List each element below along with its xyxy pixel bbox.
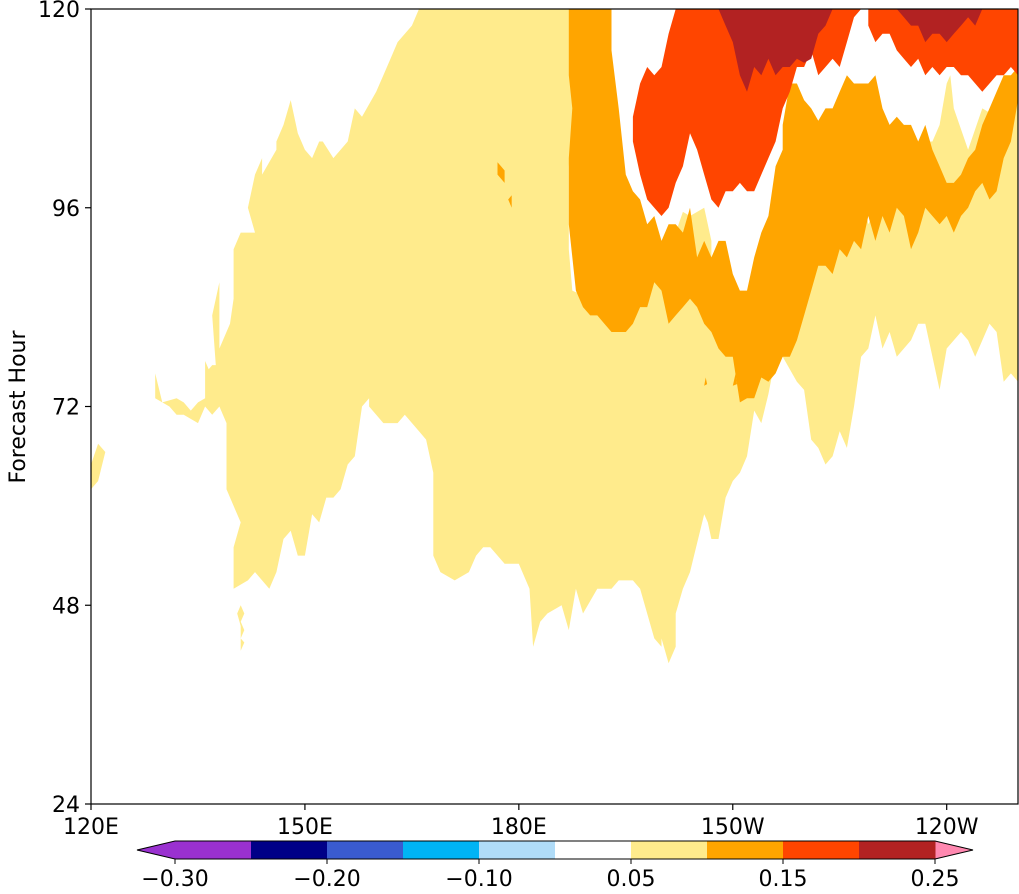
colorbar-swatch-9 [859, 841, 936, 859]
colorbar-swatch-1 [251, 841, 328, 859]
x-tick-label-1: 150E [277, 815, 333, 840]
contour-fill-0.05-0.10-1 [155, 9, 1018, 664]
colorbar-over-arrow [935, 841, 973, 859]
y-tick-label-4: 120 [38, 0, 80, 23]
colorbar: −0.30 −0.20 −0.10 0.05 0.15 0.25 [136, 840, 974, 892]
colorbar-tick-label-5: 0.25 [911, 867, 960, 892]
contour-fill-0.10-0.15-2 [508, 195, 512, 208]
x-tick-label-0: 120E [63, 815, 119, 840]
contour-fill-0.20-0.25-1 [896, 9, 983, 43]
x-tick-label-3: 150W [701, 815, 765, 840]
colorbar-tick-label-3: 0.05 [607, 867, 656, 892]
y-tick-label-1: 48 [52, 594, 80, 619]
y-tick-label-3: 96 [52, 197, 80, 222]
colorbar-tick-label-1: −0.20 [293, 867, 360, 892]
colorbar-swatch-4 [479, 841, 556, 859]
contour-fill-0.10-0.15-0 [568, 9, 1018, 403]
colorbar-tick-label-4: 0.15 [759, 867, 808, 892]
y-tick-label-0: 24 [52, 793, 80, 818]
colorbar-swatch-2 [327, 841, 404, 859]
contour-fill-0.15-0.20-1 [868, 9, 1018, 92]
colorbar-swatch-0 [175, 841, 252, 859]
colorbar-swatch-3 [403, 841, 480, 859]
colorbar-swatch-8 [783, 841, 860, 859]
colorbar-swatch-6 [631, 841, 708, 859]
x-tick-label-4: 120W [915, 815, 979, 840]
colorbar-tick-label-2: −0.10 [445, 867, 512, 892]
contour-fill-0.10-0.15-4 [732, 373, 737, 386]
contour-fill-0.05-0.10-2 [237, 605, 245, 651]
contour-fill-0.10-0.15-1 [497, 162, 505, 183]
y-axis: 24 48 72 96 120 [38, 0, 91, 818]
x-tick-label-2: 180E [491, 815, 547, 840]
contour-fill-0.10-0.15-3 [704, 377, 708, 386]
plot-area [91, 9, 1018, 664]
y-axis-label: Forecast Hour [6, 330, 31, 484]
y-tick-label-2: 72 [52, 396, 80, 421]
colorbar-tick-label-0: −0.30 [141, 867, 208, 892]
colorbar-swatch-7 [707, 841, 784, 859]
colorbar-swatch-5 [555, 841, 632, 859]
colorbar-under-arrow [137, 841, 175, 859]
contour-fill-0.05-0.10-0 [91, 443, 106, 490]
x-axis: 120E 150E 180E 150W 120W [63, 804, 979, 840]
contour-fill-0.20-0.25-0 [718, 9, 833, 92]
